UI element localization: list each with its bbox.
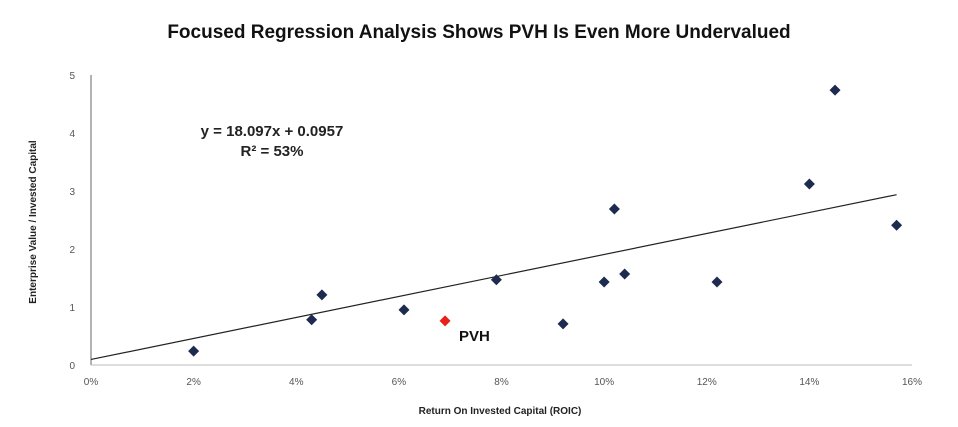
y-tick-label: 2 xyxy=(69,245,75,256)
y-tick-label: 4 xyxy=(69,129,75,140)
y-tick-label: 3 xyxy=(69,187,75,198)
data-point xyxy=(829,84,841,96)
data-point xyxy=(490,274,502,286)
y-tick-label: 1 xyxy=(69,303,75,314)
x-tick-label: 10% xyxy=(594,377,614,388)
x-axis-label: Return On Invested Capital (ROIC) xyxy=(419,406,582,417)
data-point xyxy=(619,268,631,280)
x-tick-label: 6% xyxy=(392,377,407,388)
x-tick-label: 16% xyxy=(902,377,922,388)
pvh-label: PVH xyxy=(459,328,490,345)
x-tick-label: 2% xyxy=(186,377,201,388)
data-point xyxy=(188,345,200,357)
data-point xyxy=(398,304,410,316)
x-tick-label: 0% xyxy=(84,377,99,388)
y-tick-label: 0 xyxy=(69,361,75,372)
data-point xyxy=(316,289,328,301)
x-tick-label: 12% xyxy=(697,377,717,388)
x-tick-label: 8% xyxy=(494,377,509,388)
pvh-data-point xyxy=(439,315,451,327)
data-point xyxy=(557,318,569,330)
data-point xyxy=(711,276,723,288)
y-tick-label: 5 xyxy=(69,71,75,82)
data-point xyxy=(608,203,620,215)
chart-title: Focused Regression Analysis Shows PVH Is… xyxy=(167,22,791,43)
data-point xyxy=(803,178,815,190)
data-point xyxy=(598,276,610,288)
data-point xyxy=(891,219,903,231)
x-tick-label: 4% xyxy=(289,377,304,388)
y-axis-label: Enterprise Value / Invested Capital xyxy=(28,140,39,304)
x-tick-label: 14% xyxy=(799,377,819,388)
r2-label: R² = 53% xyxy=(241,143,304,160)
data-point xyxy=(306,314,318,326)
equation-label: y = 18.097x + 0.0957 xyxy=(201,123,344,140)
